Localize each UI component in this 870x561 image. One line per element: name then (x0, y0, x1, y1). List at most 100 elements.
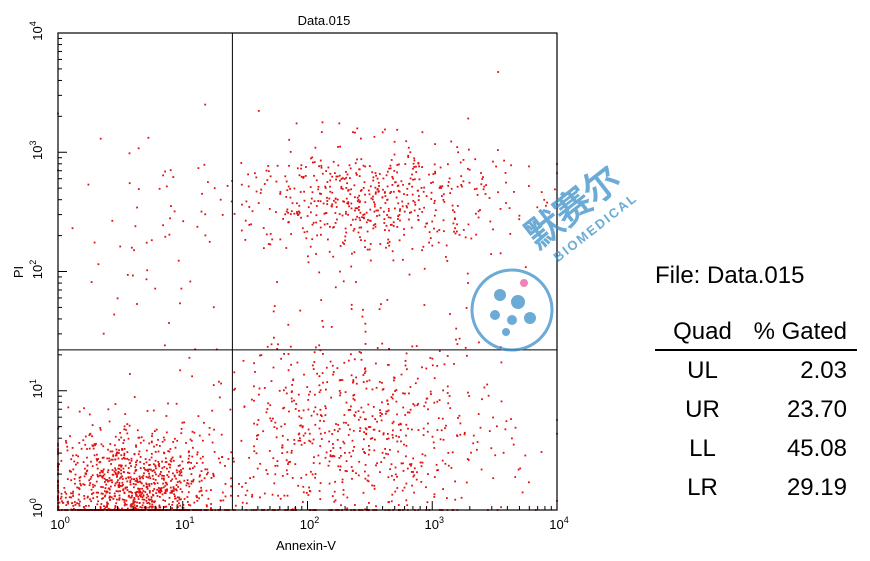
data-point (137, 487, 139, 490)
data-point (326, 200, 329, 202)
data-point (167, 402, 169, 405)
data-point (405, 140, 408, 143)
data-point (91, 465, 94, 467)
data-point (399, 429, 402, 431)
data-point (441, 185, 444, 188)
data-point (266, 408, 269, 410)
data-point (454, 232, 457, 235)
data-point (95, 458, 98, 460)
data-point (346, 470, 348, 473)
data-point (77, 498, 80, 501)
data-point (155, 428, 158, 431)
data-point (519, 467, 522, 470)
data-point (372, 176, 375, 179)
data-point (175, 469, 178, 472)
data-point (411, 345, 414, 348)
data-point (162, 486, 165, 489)
data-point (429, 237, 432, 239)
data-point (233, 460, 235, 463)
watermark-dot (507, 315, 517, 325)
data-point (416, 189, 419, 192)
data-point (296, 361, 299, 364)
data-point (426, 397, 429, 400)
data-point (126, 489, 129, 491)
data-point (412, 178, 414, 181)
data-point (141, 504, 144, 507)
data-point (367, 403, 370, 406)
data-point (288, 410, 290, 413)
data-point (315, 221, 318, 224)
data-point (433, 214, 436, 217)
data-point (163, 475, 165, 477)
data-point (441, 417, 444, 420)
data-point (396, 487, 399, 489)
x-tick-label: 103 (425, 515, 444, 532)
data-point (329, 225, 331, 228)
data-point (72, 495, 74, 497)
data-point (364, 201, 367, 204)
data-point (545, 204, 547, 207)
data-point (157, 464, 160, 466)
data-point (189, 504, 192, 507)
data-point (137, 498, 140, 500)
data-point (353, 393, 356, 396)
data-point (240, 229, 243, 232)
data-point (63, 487, 66, 489)
data-point (68, 469, 71, 472)
data-point (387, 409, 390, 412)
data-point (135, 461, 137, 464)
data-point (351, 439, 354, 442)
data-point (119, 490, 121, 492)
data-point (474, 158, 477, 161)
data-point (296, 202, 298, 205)
data-point (412, 167, 414, 170)
data-point (375, 386, 378, 389)
data-point (130, 246, 133, 249)
data-point (401, 200, 404, 203)
data-point (212, 475, 215, 478)
data-point (141, 487, 143, 490)
data-point (454, 480, 456, 483)
data-point (342, 200, 344, 203)
data-point (159, 488, 162, 490)
data-point (99, 471, 101, 474)
data-point (66, 478, 69, 480)
data-point (302, 491, 305, 494)
data-point (376, 177, 379, 180)
data-point (456, 205, 459, 207)
data-point (230, 451, 233, 454)
data-point (365, 221, 368, 224)
data-point (83, 475, 86, 478)
data-point (369, 243, 372, 245)
data-point (528, 481, 530, 484)
data-point (155, 444, 158, 446)
data-point (349, 177, 351, 179)
data-point (418, 165, 420, 168)
data-point (353, 184, 356, 187)
data-point (404, 360, 407, 362)
data-point (109, 485, 112, 488)
data-point (452, 209, 454, 212)
data-point (244, 494, 247, 497)
data-point (393, 153, 396, 156)
data-point (402, 183, 404, 186)
data-point (358, 194, 361, 197)
data-point (102, 497, 104, 499)
data-point (120, 454, 123, 457)
data-point (444, 427, 446, 430)
data-point (439, 438, 442, 441)
data-point (328, 250, 331, 253)
data-point (358, 226, 361, 229)
data-point (180, 432, 183, 435)
data-point (157, 475, 160, 477)
x-tick-label-base: 10 (549, 517, 563, 532)
data-point (410, 463, 413, 465)
pct-cell: 29.19 (786, 474, 847, 501)
data-point (521, 491, 524, 494)
data-point (447, 402, 450, 405)
data-point (455, 338, 457, 341)
data-point (325, 170, 327, 172)
data-point (446, 385, 449, 388)
data-point (373, 210, 376, 213)
data-point (212, 384, 215, 386)
